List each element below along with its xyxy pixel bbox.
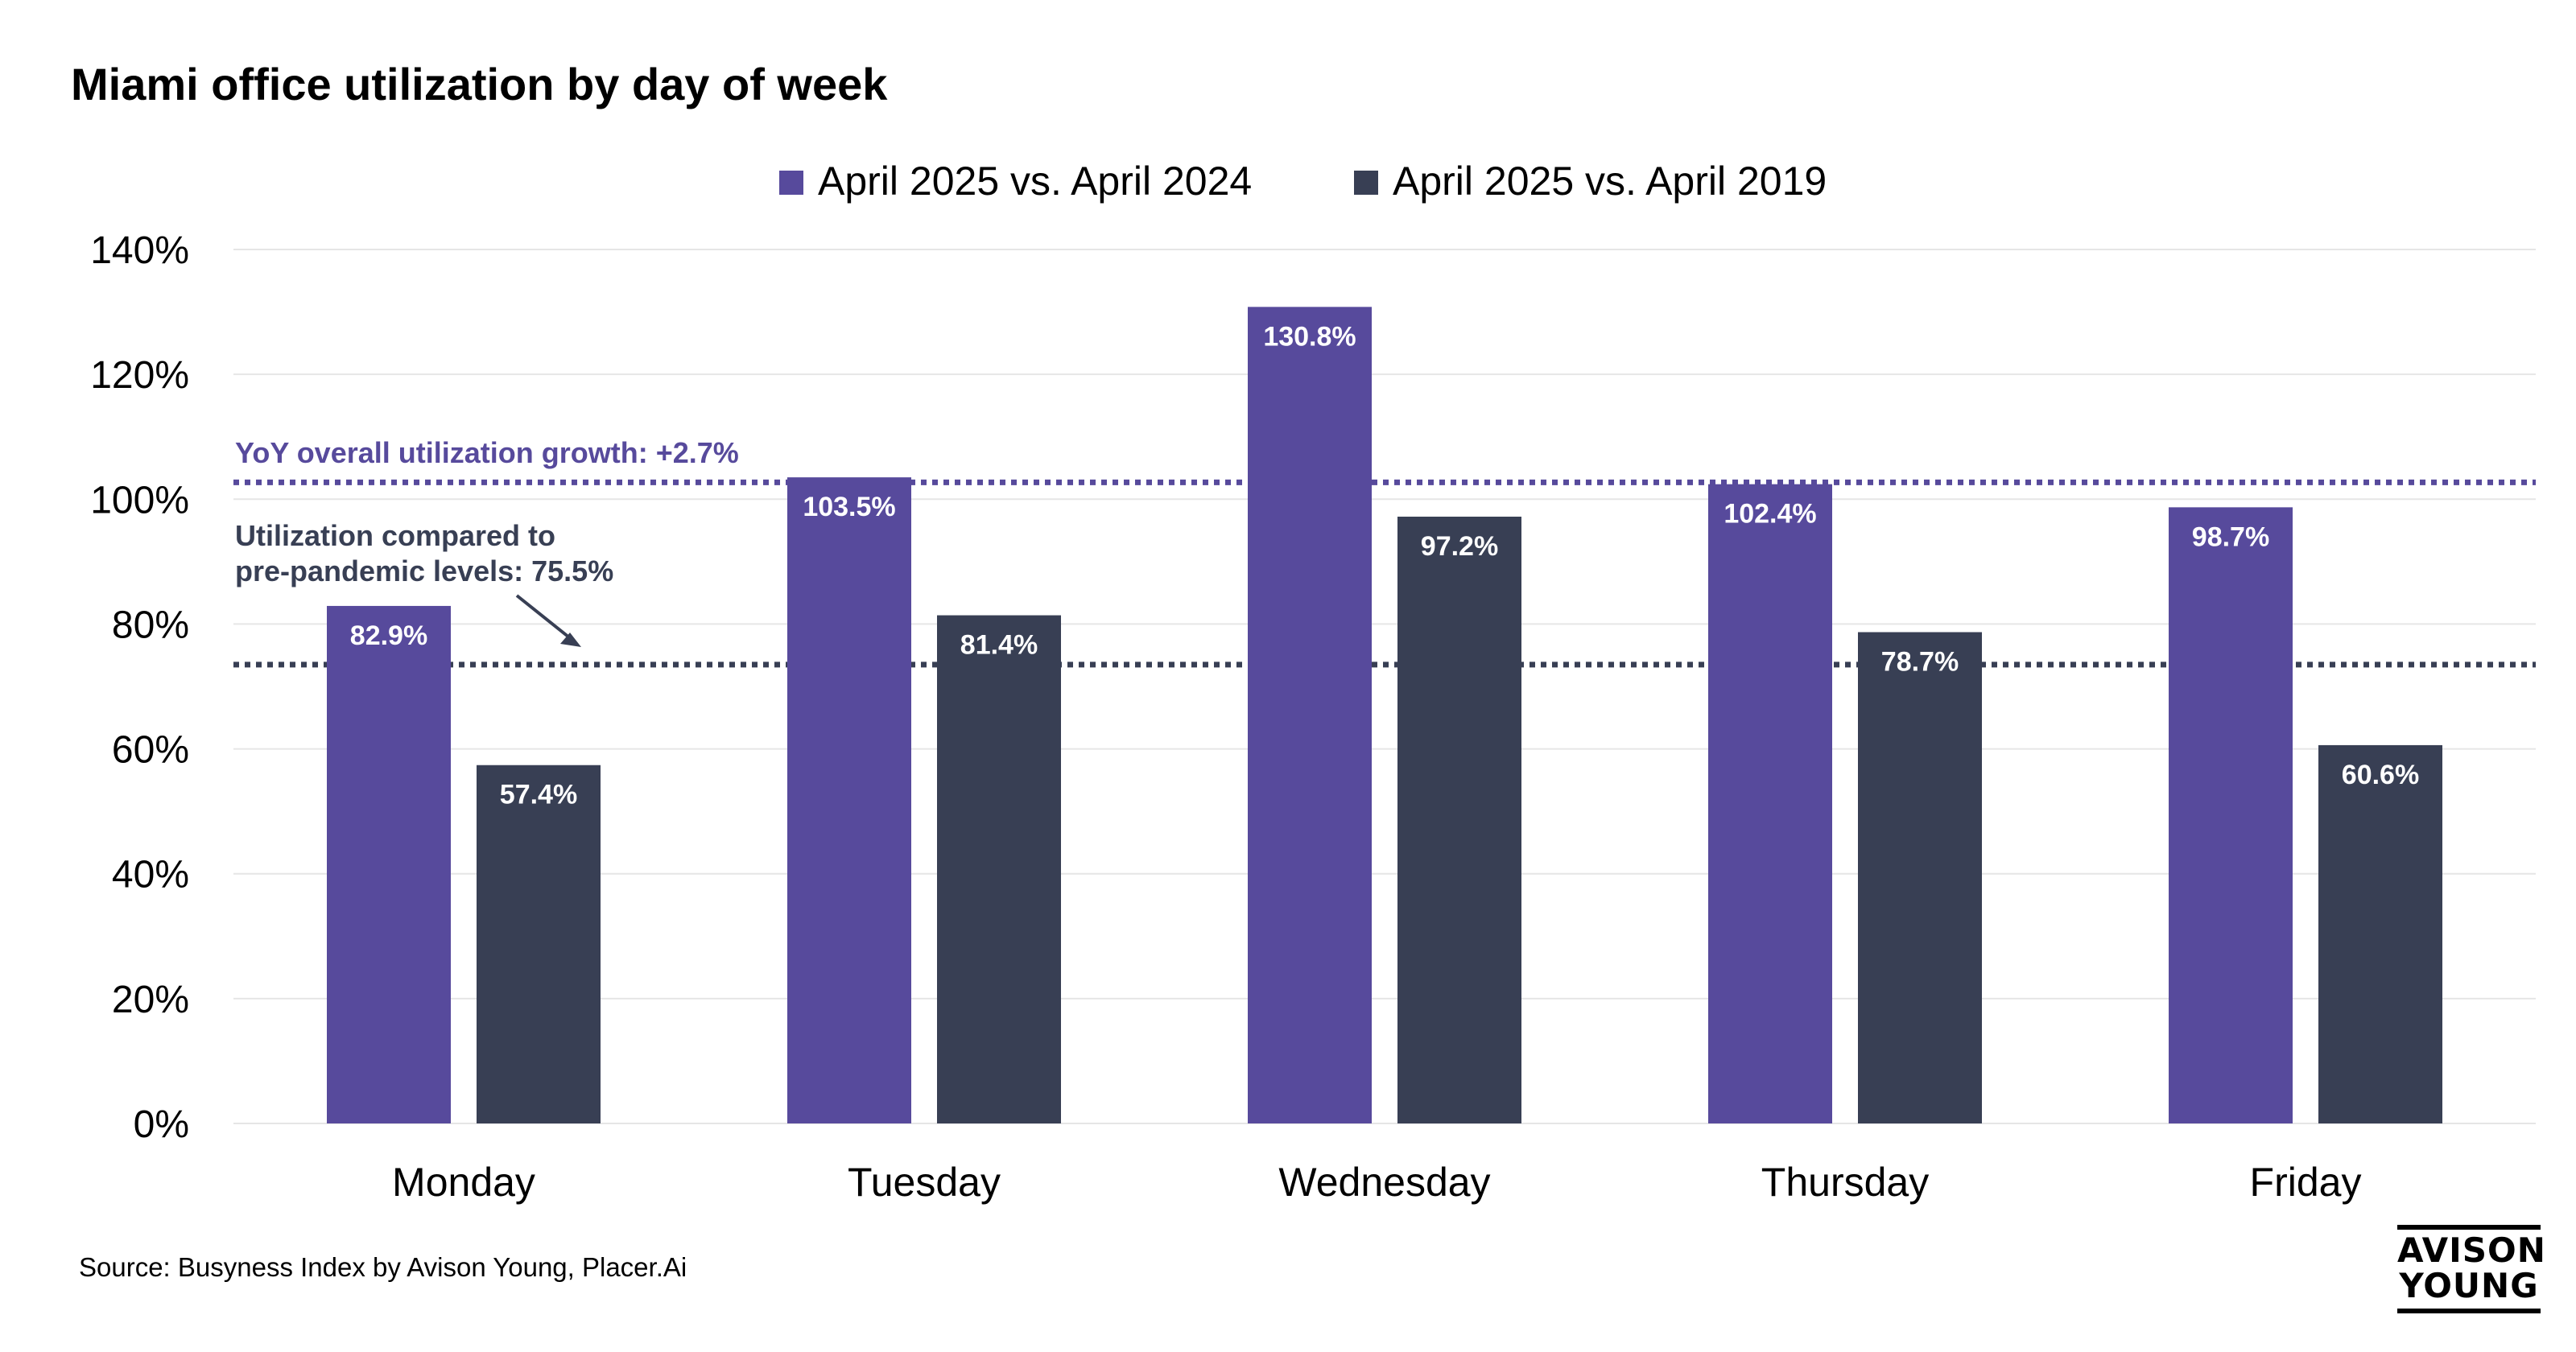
grid-layer <box>233 249 2536 1124</box>
x-tick-label: Wednesday <box>1278 1160 1490 1205</box>
bar <box>1397 517 1521 1123</box>
y-tick-label: 20% <box>112 979 189 1021</box>
bar <box>1708 484 1832 1123</box>
bar <box>477 765 601 1123</box>
legend-label: April 2025 vs. April 2019 <box>1393 159 1827 204</box>
y-tick-label: 80% <box>112 604 189 646</box>
arrow-head <box>560 633 581 647</box>
legend-swatch <box>1354 171 1378 195</box>
bar <box>1248 307 1372 1123</box>
reference-lines <box>233 479 2536 668</box>
chart-title: Miami office utilization by day of week <box>71 59 888 109</box>
bar <box>327 605 451 1123</box>
y-tick-label: 120% <box>90 354 189 397</box>
bar-data-label: 81.4% <box>960 630 1038 661</box>
bar-data-label: 82.9% <box>350 620 427 651</box>
bar <box>937 615 1061 1123</box>
pre-pandemic-annotation: pre-pandemic levels: 75.5% <box>235 554 613 587</box>
bar <box>2318 744 2442 1123</box>
pre-pandemic-annotation: Utilization compared to <box>235 519 555 552</box>
y-tick-label: 40% <box>112 854 189 897</box>
bar-data-label: 98.7% <box>2192 521 2269 552</box>
bar-data-label: 57.4% <box>500 780 577 810</box>
bar-data-label: 97.2% <box>1421 531 1498 562</box>
x-tick-label: Friday <box>2250 1160 2362 1205</box>
yoy-growth-annotation: YoY overall utilization growth: +2.7% <box>235 436 739 469</box>
x-tick-label: Tuesday <box>848 1160 1001 1205</box>
logo-line-2: YOUNG <box>2399 1266 2539 1305</box>
bar <box>787 477 911 1123</box>
bar-data-label: 102.4% <box>1724 499 1816 530</box>
y-tick-label: 60% <box>112 729 189 772</box>
bar <box>1858 632 1982 1123</box>
arrow-shaft <box>515 594 575 642</box>
source-note: Source: Busyness Index by Avison Young, … <box>79 1252 687 1282</box>
logo-line-1: AVISON <box>2397 1230 2546 1270</box>
y-tick-label: 0% <box>134 1103 189 1146</box>
legend: April 2025 vs. April 2024 April 2025 vs. … <box>779 159 1827 204</box>
bars <box>327 307 2442 1123</box>
bar-data-label: 60.6% <box>2342 760 2419 790</box>
avison-young-logo: AVISON YOUNG <box>2397 1225 2546 1313</box>
y-tick-label: 100% <box>90 479 189 521</box>
x-tick-label: Thursday <box>1761 1160 1929 1205</box>
x-tick-label: Monday <box>392 1160 535 1205</box>
legend-swatch <box>779 171 803 195</box>
legend-label: April 2025 vs. April 2024 <box>818 159 1252 204</box>
y-tick-label: 140% <box>90 229 189 272</box>
labels: 0% 20% 40% 60% 80% 100% 120% 140% 82.9% 57.4% Mond… <box>90 229 2419 1205</box>
bar-data-label: 103.5% <box>803 492 895 522</box>
bar <box>2169 507 2293 1123</box>
bar-data-label: 130.8% <box>1263 321 1356 352</box>
bar-data-label: 78.7% <box>1881 647 1959 678</box>
